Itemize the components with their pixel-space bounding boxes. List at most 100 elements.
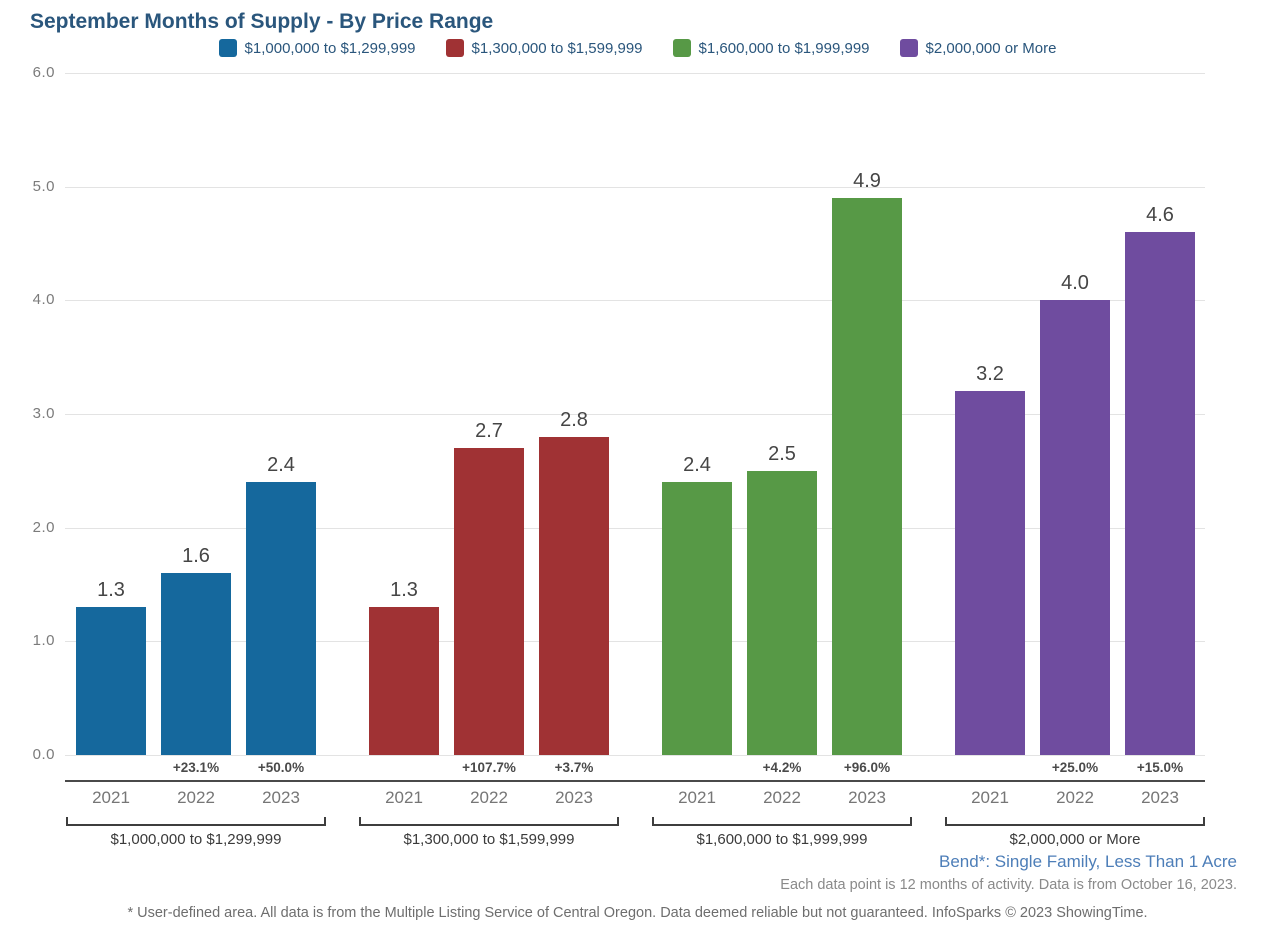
bar[interactable] xyxy=(246,482,316,755)
y-axis-tick-label: 2.0 xyxy=(32,519,55,536)
plot-area: 1.3 1.6 2.4 +23.1% +50.0% 2021 2022 2023 $1,000,… xyxy=(65,73,1205,848)
gridline xyxy=(65,755,1205,756)
pct-change-label: +50.0% xyxy=(257,760,305,775)
group-price-range-label: $2,000,000 or More xyxy=(1009,831,1141,848)
activity-note: Each data point is 12 months of activity… xyxy=(780,877,1237,893)
bar[interactable] xyxy=(161,573,231,755)
group-price-range-label: $1,300,000 to $1,599,999 xyxy=(403,831,575,848)
y-axis-tick-label: 6.0 xyxy=(32,64,55,81)
year-label: 2023 xyxy=(555,788,593,807)
years-row: 2021 2022 2023 xyxy=(66,780,326,816)
bar-value-label: 4.9 xyxy=(853,170,881,192)
gridline xyxy=(65,414,1205,415)
bar-value-label: 3.2 xyxy=(976,363,1004,386)
bar[interactable] xyxy=(76,607,146,755)
pct-change-label: +3.7% xyxy=(554,760,594,775)
bar[interactable] xyxy=(832,198,902,755)
year-label: 2023 xyxy=(262,788,300,807)
legend-item-label: $2,000,000 or More xyxy=(925,39,1057,57)
legend-item[interactable]: $1,600,000 to $1,999,999 xyxy=(672,39,870,57)
disclaimer: * User-defined area. All data is from th… xyxy=(127,905,1148,921)
group-bars: 3.2 4.0 4.6 xyxy=(945,73,1205,755)
y-axis-tick-label: 5.0 xyxy=(32,178,55,195)
pct-change-row: +4.2% +96.0% xyxy=(652,755,912,780)
axis-separator-line xyxy=(65,780,1205,782)
pct-change-label: +4.2% xyxy=(762,760,802,775)
bar-value-label: 2.4 xyxy=(267,454,295,477)
bar-column: 2.4 xyxy=(662,454,732,755)
years-row: 2021 2022 2023 xyxy=(652,780,912,816)
group-price-range-label: $1,600,000 to $1,999,999 xyxy=(696,831,868,848)
group-bracket xyxy=(66,817,326,826)
bar-group: 1.3 1.6 2.4 +23.1% +50.0% 2021 2022 2023 $1,000,… xyxy=(66,73,326,848)
pct-change-label: +107.7% xyxy=(462,760,516,775)
gridline xyxy=(65,528,1205,529)
year-label: 2022 xyxy=(1056,788,1094,807)
bar-value-label: 1.3 xyxy=(97,579,125,602)
gridline xyxy=(65,300,1205,301)
pct-change-label: +25.0% xyxy=(1051,760,1099,775)
year-label: 2023 xyxy=(1141,788,1179,807)
bar[interactable] xyxy=(1040,300,1110,755)
legend-item-label: $1,000,000 to $1,299,999 xyxy=(244,39,416,57)
y-axis-tick-label: 1.0 xyxy=(32,632,55,649)
legend: $1,000,000 to $1,299,999 $1,300,000 to $1… xyxy=(0,36,1275,60)
bar[interactable] xyxy=(1125,232,1195,755)
bar[interactable] xyxy=(955,391,1025,755)
bar-column: 1.3 xyxy=(76,579,146,755)
bar-value-label: 2.4 xyxy=(683,454,711,477)
pct-change-label: +96.0% xyxy=(843,760,891,775)
bar-value-label: 1.6 xyxy=(182,545,210,568)
bar-column: 1.6 xyxy=(161,545,231,755)
group-bars: 1.3 1.6 2.4 xyxy=(66,73,326,755)
bar-column: 4.6 xyxy=(1125,204,1195,755)
bar[interactable] xyxy=(369,607,439,755)
bar-group: 1.3 2.7 2.8 +107.7% +3.7% 2021 2022 2023 $1,300,… xyxy=(359,73,619,848)
legend-item-label: $1,600,000 to $1,999,999 xyxy=(698,39,870,57)
group-bracket xyxy=(945,817,1205,826)
bar-group: 2.4 2.5 4.9 +4.2% +96.0% 2021 2022 2023 $1,600,0… xyxy=(652,73,912,848)
gridline xyxy=(65,187,1205,188)
pct-change-row: +23.1% +50.0% xyxy=(66,755,326,780)
bar-column: 3.2 xyxy=(955,363,1025,755)
year-label: 2023 xyxy=(848,788,886,807)
bar-value-label: 2.7 xyxy=(475,420,503,443)
bar[interactable] xyxy=(539,436,609,755)
gridline xyxy=(65,641,1205,642)
y-axis-tick-label: 4.0 xyxy=(32,291,55,308)
group-bracket xyxy=(652,817,912,826)
year-label: 2021 xyxy=(678,788,716,807)
bar-chart: 6.0 5.0 4.0 3.0 2.0 1.0 0.0 1.3 1.6 2.4 +23.1% +50… xyxy=(33,64,1205,848)
pct-change-label: +23.1% xyxy=(172,760,220,775)
bar-column: 4.0 xyxy=(1040,272,1110,755)
pct-change-row: +107.7% +3.7% xyxy=(359,755,619,780)
pct-change-row: +25.0% +15.0% xyxy=(945,755,1205,780)
bar-column: 2.7 xyxy=(454,420,524,755)
legend-item[interactable]: $2,000,000 or More xyxy=(899,39,1057,57)
bar-value-label: 4.0 xyxy=(1061,272,1089,295)
bar[interactable] xyxy=(662,482,732,755)
bar-column: 2.4 xyxy=(246,454,316,755)
bar-column: 1.3 xyxy=(369,579,439,755)
bar[interactable] xyxy=(454,448,524,755)
pct-change-label: +15.0% xyxy=(1136,760,1184,775)
legend-item[interactable]: $1,300,000 to $1,599,999 xyxy=(445,39,643,57)
group-bracket xyxy=(359,817,619,826)
years-row: 2021 2022 2023 xyxy=(359,780,619,816)
legend-item[interactable]: $1,000,000 to $1,299,999 xyxy=(218,39,416,57)
bar-value-label: 1.3 xyxy=(390,579,418,602)
group-price-range-label: $1,000,000 to $1,299,999 xyxy=(110,831,282,848)
group-bars: 1.3 2.7 2.8 xyxy=(359,73,619,755)
legend-swatch-icon xyxy=(445,39,464,57)
bar[interactable] xyxy=(747,470,817,755)
bar-column: 2.8 xyxy=(539,409,609,755)
year-label: 2022 xyxy=(763,788,801,807)
year-label: 2022 xyxy=(177,788,215,807)
bar-value-label: 4.6 xyxy=(1146,204,1174,227)
bar-value-label: 2.8 xyxy=(560,408,588,431)
y-axis-tick-label: 3.0 xyxy=(32,405,55,422)
bar-value-label: 2.5 xyxy=(768,442,796,465)
year-label: 2021 xyxy=(385,788,423,807)
area-context-label: Bend*: Single Family, Less Than 1 Acre xyxy=(939,852,1237,871)
gridline xyxy=(65,73,1205,74)
